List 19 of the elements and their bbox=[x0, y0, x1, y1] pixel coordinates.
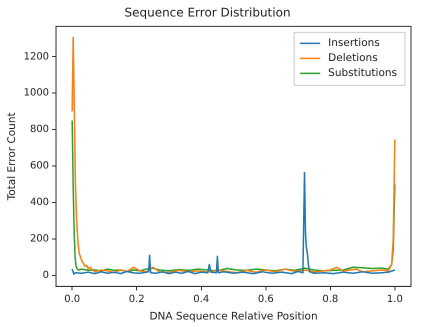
legend-label: Substitutions bbox=[328, 67, 398, 80]
y-tick-label: 400 bbox=[30, 197, 50, 208]
y-tick-label: 200 bbox=[30, 234, 50, 245]
y-tick-label: 800 bbox=[30, 124, 50, 136]
chart-title: Sequence Error Distribution bbox=[124, 5, 291, 20]
x-tick-label: 0.6 bbox=[258, 294, 274, 305]
x-axis-title: DNA Sequence Relative Position bbox=[149, 310, 318, 322]
legend-label: Deletions bbox=[328, 52, 378, 64]
y-tick-label: 1000 bbox=[24, 88, 50, 99]
legend-label: Insertions bbox=[328, 37, 380, 50]
x-tick-label: 0.2 bbox=[128, 294, 145, 305]
x-tick-label: 0.4 bbox=[193, 294, 210, 305]
y-tick-label: 600 bbox=[30, 160, 50, 172]
x-tick-label: 0.0 bbox=[64, 294, 80, 305]
x-tick-label: 1.0 bbox=[386, 294, 403, 305]
x-tick-label: 0.8 bbox=[322, 294, 338, 305]
y-tick-label: 0 bbox=[42, 270, 50, 282]
y-tick-label: 1200 bbox=[24, 51, 50, 62]
y-axis-title: Total Error Count bbox=[6, 112, 18, 202]
